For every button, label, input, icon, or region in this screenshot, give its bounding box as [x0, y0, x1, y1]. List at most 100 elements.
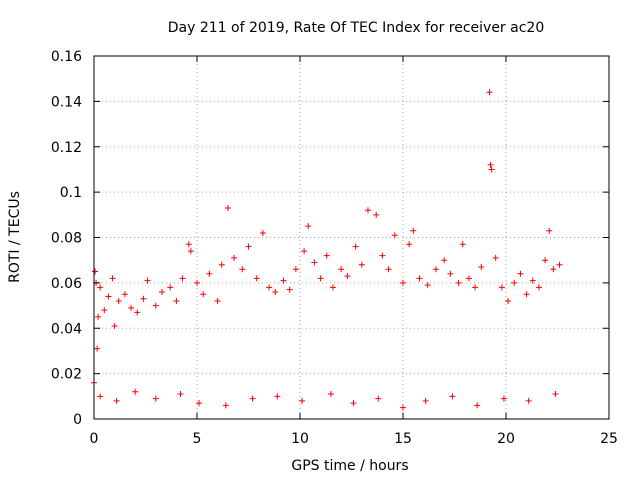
data-point — [529, 277, 536, 284]
data-point — [523, 291, 530, 298]
data-point — [134, 309, 141, 316]
y-tick-label: 0.08 — [51, 231, 82, 247]
data-point — [486, 89, 493, 96]
data-point — [432, 266, 439, 273]
y-tick-label: 0.06 — [51, 276, 82, 292]
data-point — [317, 275, 324, 282]
data-point — [121, 291, 128, 298]
y-tick-label: 0.14 — [51, 94, 82, 110]
x-tick-label: 20 — [497, 431, 515, 447]
data-point — [245, 243, 252, 250]
data-point — [478, 263, 485, 270]
chart-title: Day 211 of 2019, Rate Of TEC Index for r… — [168, 20, 544, 36]
data-point — [492, 254, 499, 261]
y-tick-label: 0.02 — [51, 367, 82, 383]
x-tick-label: 10 — [291, 431, 309, 447]
data-point — [292, 266, 299, 273]
data-point — [358, 261, 365, 268]
data-point — [152, 302, 159, 309]
data-point — [177, 391, 184, 398]
data-point — [144, 277, 151, 284]
data-point — [550, 266, 557, 273]
data-point — [152, 395, 159, 402]
grid-lines — [94, 56, 609, 419]
x-axis-label: GPS time / hours — [291, 458, 408, 474]
data-point — [231, 254, 238, 261]
data-point — [406, 241, 413, 248]
data-point — [498, 284, 505, 291]
data-point — [487, 161, 494, 168]
data-point — [218, 261, 225, 268]
y-tick-label: 0.16 — [51, 49, 82, 65]
y-tick-label: 0.12 — [51, 140, 82, 156]
data-point — [185, 241, 192, 248]
data-point — [329, 284, 336, 291]
data-point — [379, 252, 386, 259]
data-point — [327, 391, 334, 398]
data-point — [179, 275, 186, 282]
data-point — [95, 313, 102, 320]
data-point — [301, 248, 308, 255]
data-point — [323, 252, 330, 259]
data-point — [109, 275, 116, 282]
data-point — [311, 259, 318, 266]
data-point — [266, 284, 273, 291]
data-point — [552, 391, 559, 398]
data-point — [97, 393, 104, 400]
data-point — [214, 298, 221, 305]
data-point — [140, 295, 147, 302]
data-point — [424, 282, 431, 289]
data-point — [173, 298, 180, 305]
x-tick-label: 25 — [600, 431, 618, 447]
data-point — [113, 397, 120, 404]
data-point — [350, 400, 357, 407]
plot-frame — [93, 55, 610, 420]
data-point — [194, 279, 200, 286]
data-point — [305, 223, 312, 230]
data-point — [224, 205, 231, 212]
data-point — [373, 211, 380, 218]
data-point — [364, 207, 371, 214]
y-tick-label: 0.04 — [51, 321, 82, 337]
data-point — [158, 288, 165, 295]
data-point — [391, 232, 398, 239]
data-point — [206, 270, 213, 277]
data-point — [472, 284, 479, 291]
data-point — [280, 277, 287, 284]
data-point — [500, 395, 507, 402]
data-point — [525, 397, 532, 404]
data-point — [115, 298, 122, 305]
data-point — [274, 393, 281, 400]
data-point — [447, 270, 454, 277]
y-tick-label: 0.1 — [60, 185, 82, 201]
data-point — [92, 268, 99, 275]
data-point — [299, 397, 306, 404]
data-point — [352, 243, 359, 250]
data-point — [249, 395, 256, 402]
data-point — [272, 288, 279, 295]
data-point — [97, 284, 104, 291]
x-tick-label: 5 — [193, 431, 202, 447]
data-point — [111, 322, 118, 329]
data-point — [167, 284, 174, 291]
data-point — [465, 275, 472, 282]
data-point — [474, 402, 481, 409]
data-point — [505, 298, 512, 305]
data-point — [200, 291, 207, 298]
data-point — [400, 404, 406, 411]
data-point — [128, 304, 135, 311]
x-tick-labels: 0 5 10 15 20 25 — [90, 431, 618, 447]
data-point — [132, 388, 139, 395]
data-point — [259, 229, 266, 236]
axis-ticks — [93, 55, 610, 420]
data-point — [416, 275, 423, 282]
data-point — [253, 275, 260, 282]
data-point — [449, 393, 456, 400]
data-point — [400, 279, 406, 286]
data-point — [344, 273, 351, 280]
data-point — [441, 257, 448, 264]
data-point — [196, 400, 203, 407]
data-point — [410, 227, 417, 234]
data-point — [535, 284, 542, 291]
data-point — [488, 166, 495, 173]
